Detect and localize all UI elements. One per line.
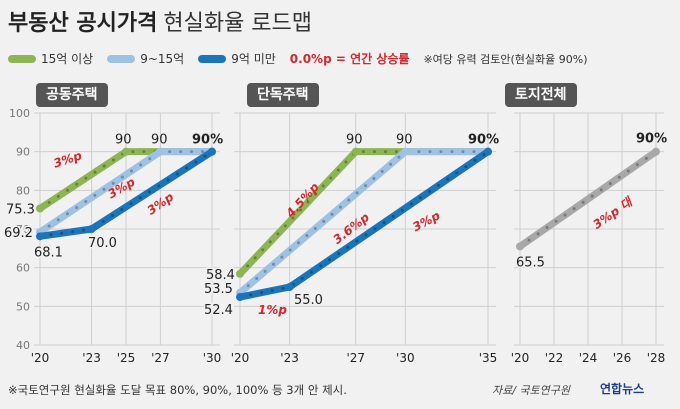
legend-item-9to15: 9~15억	[107, 50, 184, 67]
agency-logo: 연합뉴스	[600, 382, 645, 396]
title-sub: 현실화율 로드맵	[163, 11, 313, 36]
legend-review-note: ※여당 유력 검토안(현실화율 90%)	[423, 52, 588, 66]
x-tick-label: '27	[151, 351, 170, 365]
legend-rate-note: 0.0%p = 연간 상승률	[289, 52, 410, 66]
legend-swatch-under9	[198, 54, 227, 63]
data-label: 90	[346, 133, 363, 148]
data-point	[87, 225, 96, 233]
rate-label: 3%p	[410, 208, 443, 234]
y-tick-label: 40	[16, 339, 30, 352]
data-point	[156, 147, 165, 156]
x-tick-label: '27	[346, 351, 365, 365]
data-point	[351, 147, 360, 156]
rate-label: 3%p 대	[590, 194, 636, 232]
data-label: 90%	[636, 132, 667, 147]
series-line	[516, 148, 660, 250]
x-tick-label: '30	[396, 351, 415, 365]
legend-label-over15: 15억 이상	[41, 52, 94, 66]
data-label: 75.3	[6, 203, 35, 218]
y-tick-label: 70	[16, 223, 30, 236]
panel-tag-apartment: 공동주택	[36, 83, 108, 107]
data-label: 90	[151, 133, 168, 148]
data-label: 58.4	[206, 268, 235, 283]
series-dots	[238, 150, 490, 276]
legend: 15억 이상 9~15억 9억 미만 0.0%p = 연간 상승률 ※여당 유력…	[8, 50, 588, 67]
panel-tag-detached: 단독주택	[247, 83, 319, 107]
y-tick-label: 50	[16, 300, 30, 313]
y-tick-label: 60	[16, 262, 30, 275]
rate-label: 4.5%p	[283, 180, 322, 222]
legend-swatch-over15	[8, 54, 36, 63]
data-point	[285, 283, 294, 291]
data-label: 65.5	[516, 255, 545, 270]
legend-item-under9: 9억 미만	[198, 50, 276, 67]
x-tick-label: '23	[280, 351, 299, 365]
data-point	[208, 147, 216, 156]
x-tick-label: '20	[231, 351, 250, 365]
title-main: 부동산 공시가격	[8, 11, 158, 36]
footnote: ※국토연구원 현실화율 도달 목표 80%, 90%, 100% 등 3개 안 …	[8, 383, 347, 397]
data-label: 70.0	[88, 236, 117, 251]
data-point	[36, 204, 44, 213]
data-label: 90%	[468, 133, 499, 148]
data-label: 90	[396, 133, 413, 148]
data-point	[401, 147, 410, 156]
data-point	[484, 147, 492, 156]
data-label: 55.0	[294, 293, 323, 308]
x-tick-label: '30	[203, 351, 222, 365]
y-tick-label: 100	[9, 107, 30, 120]
x-tick-label: '28	[647, 351, 666, 365]
panel-tag-land: 토지전체	[505, 83, 577, 107]
legend-label-under9: 9억 미만	[231, 52, 276, 66]
x-tick-label: '26	[613, 351, 632, 365]
x-tick-label: '20	[31, 351, 50, 365]
data-point	[36, 232, 44, 241]
data-point	[122, 147, 130, 156]
data-label: 90%	[192, 133, 223, 148]
legend-label-9to15: 9~15억	[140, 52, 185, 66]
legend-item-over15: 15억 이상	[8, 50, 93, 67]
y-tick-label: 90	[16, 146, 30, 159]
rate-label: 1%p	[258, 303, 287, 317]
series-dots	[38, 150, 214, 211]
data-point	[652, 147, 660, 156]
page-title: 부동산 공시가격 현실화율 로드맵	[8, 5, 312, 37]
data-point	[236, 293, 244, 302]
data-label: 53.5	[204, 282, 233, 297]
x-tick-label: '20	[511, 351, 530, 365]
legend-swatch-9to15	[107, 54, 136, 63]
source-label: 자료/ 국토연구원	[492, 384, 571, 397]
data-point	[236, 269, 244, 278]
x-tick-label: '22	[545, 351, 564, 365]
data-label: 52.4	[204, 303, 233, 318]
data-point	[516, 242, 524, 251]
x-tick-label: '35	[479, 351, 498, 365]
data-label: 69.2	[4, 226, 33, 241]
data-label: 90	[115, 133, 132, 148]
y-tick-label: 80	[16, 184, 30, 197]
data-label: 68.1	[34, 245, 63, 260]
x-tick-label: '25	[117, 351, 136, 365]
x-tick-label: '23	[82, 351, 101, 365]
x-tick-label: '24	[579, 351, 598, 365]
